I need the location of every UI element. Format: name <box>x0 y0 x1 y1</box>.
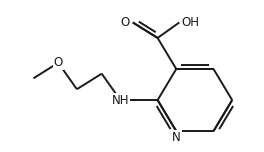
Text: O: O <box>54 56 63 69</box>
Text: N: N <box>172 131 181 144</box>
Text: O: O <box>120 16 130 29</box>
Text: NH: NH <box>112 94 129 107</box>
Text: OH: OH <box>181 16 199 29</box>
